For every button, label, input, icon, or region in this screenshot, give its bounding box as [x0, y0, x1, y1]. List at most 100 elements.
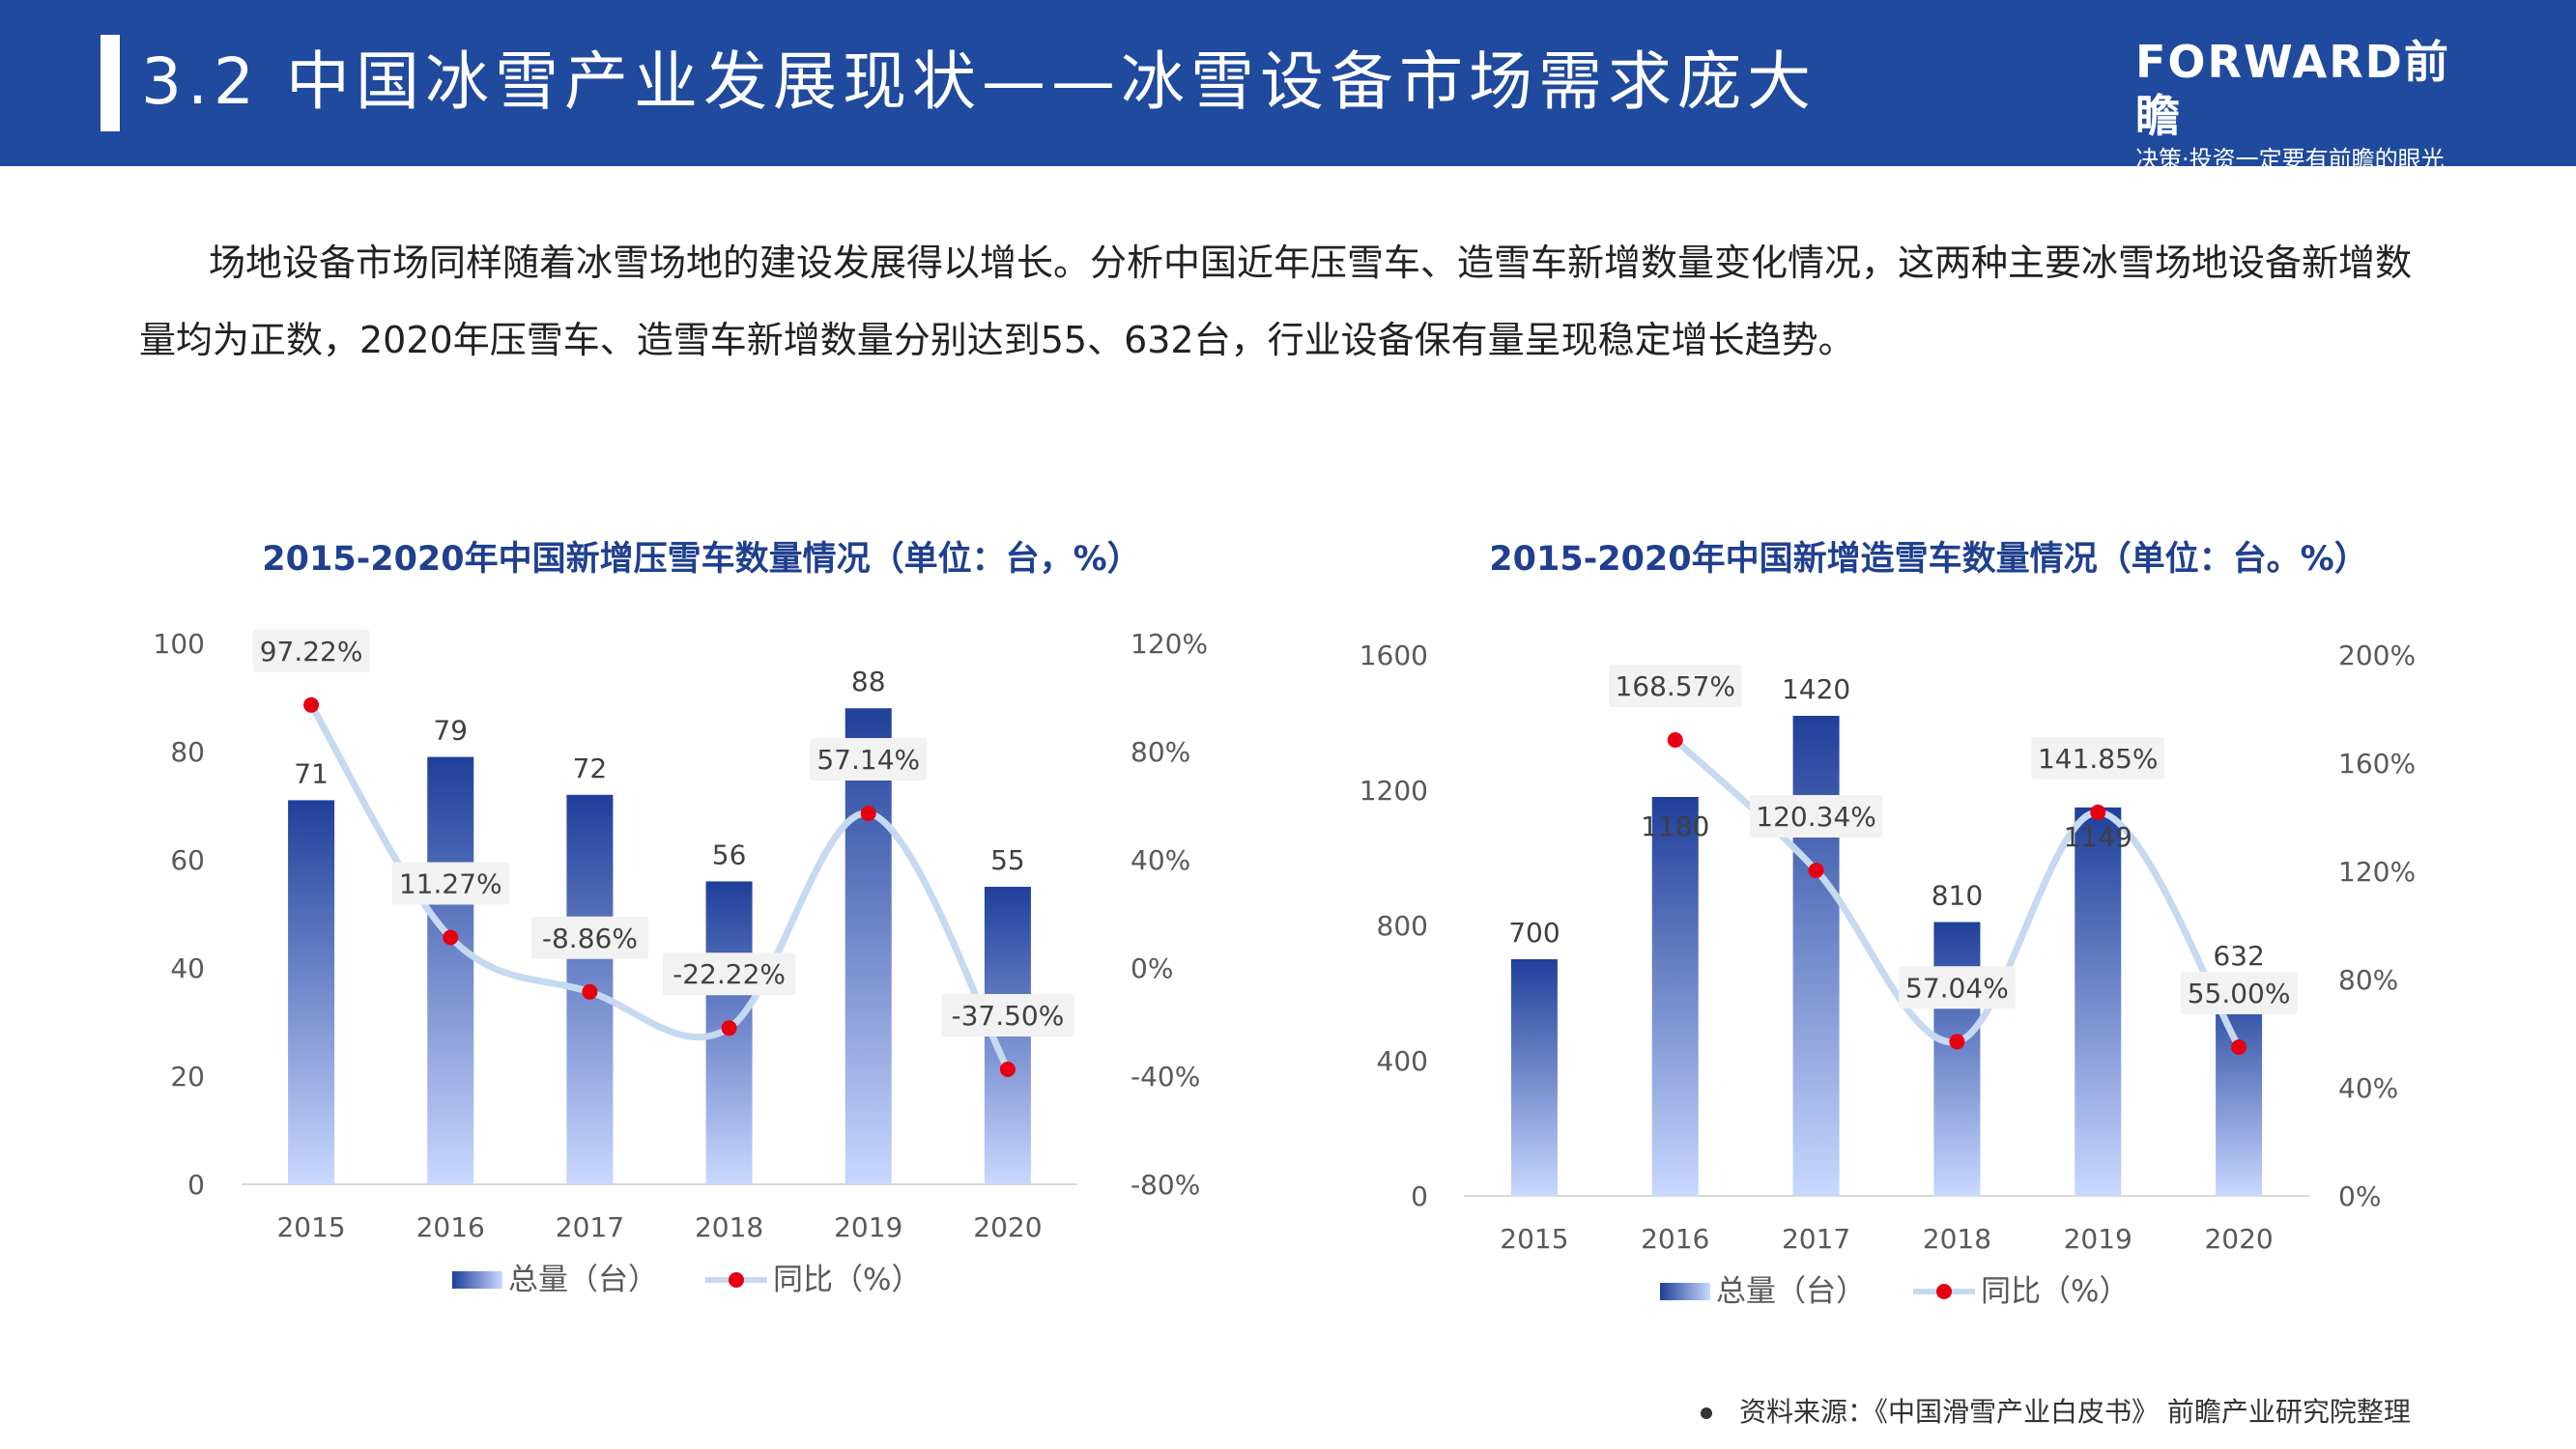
y2-tick-label: 160% — [2338, 748, 2416, 780]
y2-tick-label: 200% — [2338, 639, 2416, 671]
bar — [2075, 807, 2122, 1196]
x-tick-label: 2016 — [416, 1211, 485, 1243]
percent-label-bg — [2180, 972, 2298, 1014]
percent-label: 57.04% — [1905, 972, 2009, 1004]
percent-label: 120.34% — [1756, 801, 1876, 833]
x-tick-label: 2017 — [556, 1211, 624, 1243]
y-tick-label: 80 — [170, 736, 205, 768]
bar — [1933, 922, 1981, 1196]
bullet-icon — [1701, 1407, 1712, 1419]
bar-value-label: 55 — [990, 844, 1025, 876]
x-tick-label: 2019 — [834, 1211, 902, 1243]
x-tick-label: 2015 — [1500, 1223, 1568, 1255]
percent-label-bg — [2031, 736, 2164, 780]
yoy-point — [582, 983, 598, 1000]
yoy-point — [1667, 732, 1683, 749]
y2-tick-label: -80% — [1131, 1169, 1200, 1201]
y-tick-label: 800 — [1377, 910, 1428, 942]
y2-tick-label: -40% — [1131, 1061, 1200, 1093]
bar — [427, 756, 474, 1184]
yoy-point — [2090, 804, 2106, 820]
legend-line-label: 同比（%） — [773, 1263, 921, 1297]
percent-label: 11.27% — [399, 867, 502, 899]
y-tick-label: 60 — [170, 844, 205, 876]
bar — [1792, 716, 1840, 1196]
logo-slogan: 决策·投资一定要有前瞻的眼光 — [2135, 146, 2445, 173]
y-tick-label: 1600 — [1360, 639, 1428, 671]
y-tick-label: 400 — [1377, 1045, 1428, 1077]
yoy-point — [303, 696, 320, 713]
x-tick-label: 2020 — [973, 1211, 1042, 1243]
x-tick-label: 2015 — [276, 1211, 345, 1243]
percent-label: 97.22% — [260, 636, 363, 668]
yoy-line — [307, 701, 1012, 1073]
y2-tick-label: 0% — [1131, 952, 1173, 984]
x-tick-label: 2020 — [2204, 1223, 2273, 1255]
y2-tick-label: 0% — [2338, 1180, 2381, 1212]
legend-bar-swatch — [452, 1271, 502, 1289]
chart-title: 2015-2020年中国新增造雪车数量情况（单位：台。%） — [1489, 540, 2367, 579]
percent-label: -22.22% — [673, 958, 786, 990]
bar-value-label: 56 — [712, 838, 747, 870]
percent-label: -37.50% — [951, 1000, 1064, 1032]
y-tick-label: 1200 — [1360, 775, 1428, 807]
legend-line-label: 同比（%） — [1981, 1274, 2129, 1309]
y-tick-label: 100 — [154, 628, 205, 660]
percent-label-bg — [1609, 665, 1742, 708]
bar-value-label: 700 — [1508, 917, 1560, 949]
percent-label-bg — [530, 916, 648, 959]
source-note: 资料来源：《中国滑雪产业白皮书》 前瞻产业研究院整理 — [1701, 1391, 2411, 1430]
yoy-point — [443, 929, 459, 946]
x-tick-label: 2018 — [1923, 1223, 1991, 1255]
bar-value-label: 88 — [851, 666, 886, 697]
percent-label: -8.86% — [542, 923, 638, 954]
bar — [1510, 959, 1558, 1196]
percent-label-bg — [662, 952, 796, 996]
yoy-point — [1949, 1034, 1965, 1050]
y2-tick-label: 40% — [1131, 844, 1190, 876]
x-tick-label: 2019 — [2064, 1223, 2132, 1255]
percent-label-bg — [252, 629, 370, 672]
percent-label-bg — [1898, 966, 2016, 1009]
percent-label: 57.14% — [816, 744, 920, 776]
bar-value-label: 1180 — [1641, 810, 1709, 842]
percent-label-bg — [941, 994, 1074, 1037]
source-text: 资料来源：《中国滑雪产业白皮书》 前瞻产业研究院整理 — [1739, 1396, 2411, 1428]
bar-value-label: 1149 — [2064, 821, 2132, 853]
y-tick-label: 0 — [187, 1169, 205, 1201]
yoy-point — [1808, 863, 1824, 879]
bar — [288, 800, 335, 1184]
y2-tick-label: 40% — [2338, 1072, 2398, 1104]
y-tick-label: 40 — [170, 952, 205, 984]
bar-value-label: 79 — [433, 715, 468, 747]
forward-logo: FORWARD前瞻 决策·投资一定要有前瞻的眼光 — [2135, 35, 2479, 176]
x-tick-label: 2017 — [1782, 1223, 1850, 1255]
bar-value-label: 810 — [1932, 880, 1983, 912]
x-tick-label: 2016 — [1641, 1223, 1709, 1255]
yoy-point — [860, 806, 876, 822]
chart-title: 2015-2020年中国新增压雪车数量情况（单位：台，%） — [262, 540, 1140, 579]
legend-bar-swatch — [1660, 1283, 1710, 1300]
legend-point-swatch — [1936, 1284, 1952, 1299]
percent-label: 55.00% — [2188, 978, 2291, 1009]
y2-tick-label: 120% — [1131, 628, 1208, 660]
percent-label-bg — [1749, 795, 1883, 838]
yoy-point — [999, 1062, 1016, 1077]
y-tick-label: 0 — [1411, 1180, 1428, 1212]
title-accent — [100, 35, 120, 131]
bar-value-label: 71 — [294, 757, 329, 789]
bar — [1651, 797, 1699, 1196]
y2-tick-label: 80% — [2338, 964, 2398, 996]
y2-tick-label: 80% — [1131, 736, 1190, 768]
legend-point-swatch — [729, 1272, 744, 1288]
logo-text: FORWARD前瞻 — [2135, 36, 2450, 142]
header-bar: 3.2 中国冰雪产业发展现状——冰雪设备市场需求庞大 FORWARD前瞻 决策·… — [0, 0, 2576, 173]
y-tick-label: 20 — [170, 1061, 205, 1093]
yoy-point — [721, 1020, 737, 1037]
percent-label: 168.57% — [1615, 670, 1735, 702]
percent-label-bg — [810, 738, 928, 781]
bar-value-label: 72 — [573, 753, 608, 784]
intro-paragraph: 场地设备市场同样随着冰雪场地的建设发展得以增长。分析中国近年压雪车、造雪车新增数… — [139, 242, 2413, 361]
yoy-line — [1672, 736, 2243, 1051]
